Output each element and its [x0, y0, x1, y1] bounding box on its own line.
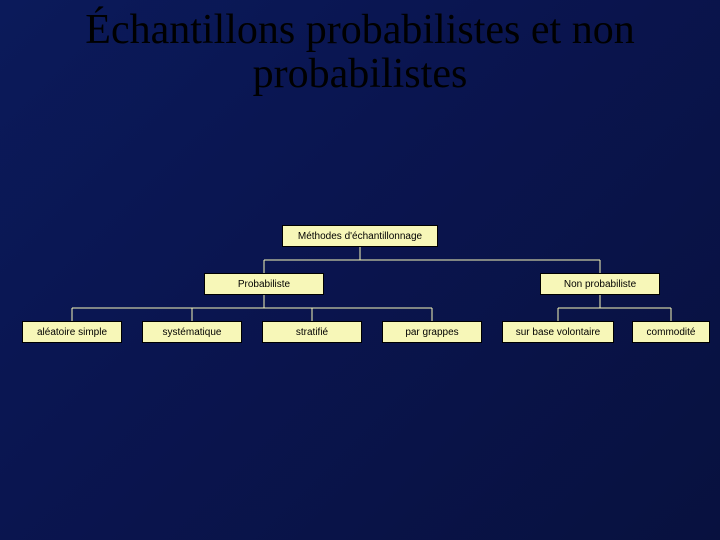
node-root: Méthodes d'échantillonnage — [282, 225, 438, 247]
slide: Échantillons probabilistes et non probab… — [0, 0, 720, 540]
node-leaf2: systématique — [142, 321, 242, 343]
node-nonprob: Non probabiliste — [540, 273, 660, 295]
node-leaf1: aléatoire simple — [22, 321, 122, 343]
node-leaf5: sur base volontaire — [502, 321, 614, 343]
slide-title: Échantillons probabilistes et non probab… — [30, 8, 690, 96]
node-leaf3: stratifié — [262, 321, 362, 343]
node-leaf6: commodité — [632, 321, 710, 343]
node-prob: Probabiliste — [204, 273, 324, 295]
node-leaf4: par grappes — [382, 321, 482, 343]
